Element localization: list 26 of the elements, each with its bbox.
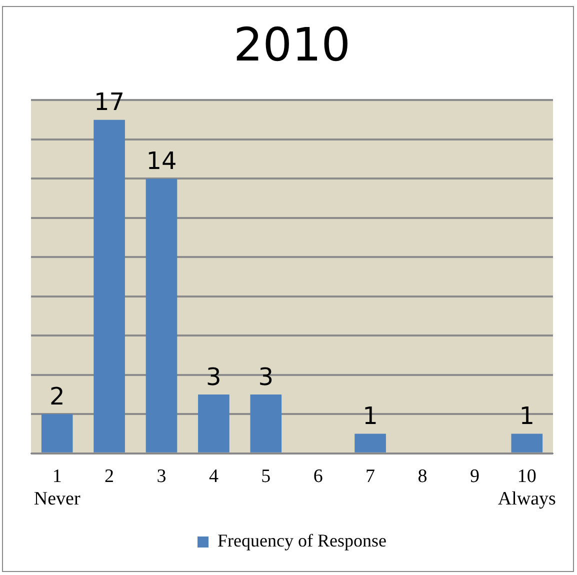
- data-label: 17: [94, 88, 125, 116]
- bar: [41, 414, 73, 452]
- x-tick-label: 4: [208, 466, 219, 487]
- data-label: 2: [49, 382, 65, 410]
- x-tick-label: 7: [366, 466, 376, 487]
- bar: [146, 178, 178, 452]
- x-tick-label: 2: [104, 466, 114, 487]
- bar: [511, 434, 543, 452]
- legend-label: Frequency of Response: [218, 530, 386, 551]
- x-tick-label: 1 Never: [34, 466, 81, 510]
- data-label: 1: [362, 402, 378, 430]
- bar: [250, 394, 282, 452]
- bar: [198, 394, 230, 452]
- x-tick-label: 5: [261, 466, 271, 487]
- bar: [354, 434, 386, 452]
- x-tick-label: 10 Always: [498, 466, 556, 510]
- x-tick-label: 6: [313, 466, 323, 487]
- data-label: 14: [146, 146, 177, 175]
- x-tick-label: 8: [418, 466, 428, 487]
- bar: [94, 120, 125, 452]
- x-tick-label: 9: [470, 466, 480, 487]
- chart-title: 2010: [233, 18, 351, 72]
- data-label: 3: [258, 362, 274, 391]
- data-label: 3: [206, 362, 222, 391]
- x-tick-label: 3: [156, 466, 166, 487]
- data-label: 1: [519, 402, 535, 430]
